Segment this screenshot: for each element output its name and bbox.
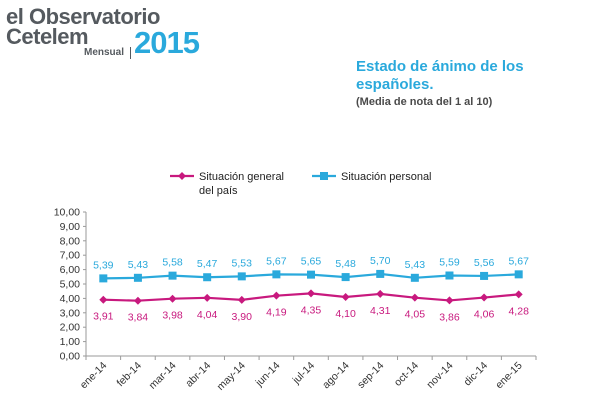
y-tick-label: 4,00	[60, 293, 81, 305]
legend-label-1b: del país	[199, 185, 238, 197]
x-tick-label: nov-14	[424, 360, 455, 391]
x-tick-label: may-14	[215, 360, 248, 393]
series1-point	[410, 293, 419, 302]
x-tick-label: dic-14	[461, 360, 490, 389]
x-tick-label: feb-14	[115, 360, 145, 390]
data-label: 5,56	[474, 257, 495, 269]
y-tick-label: 10,00	[54, 207, 80, 219]
logo-sub: Mensual	[84, 47, 125, 58]
series2-point	[480, 271, 489, 280]
y-tick-label: 0,00	[60, 351, 81, 363]
series1-point	[133, 296, 142, 305]
series1-point	[237, 295, 246, 304]
y-tick-label: 2,00	[60, 322, 81, 334]
data-label: 3,86	[439, 311, 460, 323]
legend-label-2: Situación personal	[341, 171, 432, 183]
series2-point	[133, 273, 142, 282]
series1-point	[480, 293, 489, 302]
data-label: 4,06	[474, 309, 495, 321]
series2-point	[272, 270, 281, 279]
data-label: 5,39	[93, 259, 114, 271]
chart-subtitle: (Media de nota del 1 al 10)	[356, 96, 493, 108]
series1-point	[203, 293, 212, 302]
x-tick-label: ago-14	[320, 360, 352, 392]
series2-point	[99, 274, 108, 283]
series2-point	[168, 271, 177, 280]
data-label: 3,84	[128, 312, 149, 324]
chart-title: Estado de ánimo de los españoles.	[356, 58, 524, 93]
legend-marker-1	[178, 172, 186, 180]
series1-point	[99, 295, 108, 304]
logo-year: 2015	[134, 25, 200, 60]
y-tick-label: 1,00	[60, 336, 81, 348]
series2-point	[237, 272, 246, 281]
data-label: 5,67	[508, 255, 529, 267]
series2-point	[203, 273, 212, 282]
series2-point	[307, 270, 315, 279]
series1-point	[445, 296, 454, 305]
series2-point	[341, 273, 350, 282]
y-tick-label: 3,00	[60, 307, 81, 319]
x-tick-label: sep-14	[355, 360, 386, 391]
logo-line2: Cetelem	[6, 24, 89, 49]
data-label: 3,98	[162, 310, 183, 322]
data-label: 5,67	[266, 255, 287, 267]
x-tick-label: ene-15	[493, 360, 525, 392]
series1-point	[168, 294, 177, 303]
y-tick-label: 8,00	[60, 235, 81, 247]
series1-point	[376, 289, 385, 298]
y-tick-label: 5,00	[60, 279, 81, 291]
x-tick-label: ene-14	[78, 360, 110, 392]
data-label: 4,04	[197, 309, 218, 321]
x-tick-label: mar-14	[147, 360, 179, 392]
data-label: 4,31	[370, 305, 391, 317]
series2-point	[514, 270, 523, 279]
series2-point	[376, 269, 385, 278]
logo-line1: el Observatorio	[6, 4, 160, 29]
legend-label-1: Situación general	[199, 171, 284, 183]
data-label: 5,48	[335, 258, 356, 270]
y-tick-label: 7,00	[60, 250, 81, 262]
x-tick-label: oct-14	[392, 360, 421, 389]
series2-point	[445, 271, 454, 280]
x-tick-label: jun-14	[253, 360, 283, 390]
brand-logo: el Observatorio Cetelem Mensual 2015	[6, 4, 216, 64]
logo-divider	[130, 47, 131, 59]
data-label: 5,59	[439, 257, 460, 269]
y-tick-label: 9,00	[60, 221, 81, 233]
data-label: 5,53	[232, 257, 253, 269]
data-label: 5,43	[128, 259, 149, 271]
series1-point	[341, 292, 350, 301]
x-tick-label: jul-14	[290, 360, 317, 387]
series1-point	[272, 291, 281, 300]
data-label: 3,91	[93, 311, 114, 323]
series2-point	[410, 273, 419, 282]
data-label: 4,28	[508, 305, 529, 317]
legend-marker-2	[320, 172, 328, 180]
data-label: 4,10	[335, 308, 356, 320]
data-label: 5,65	[301, 256, 322, 268]
data-label: 4,05	[405, 309, 426, 321]
series1-point	[514, 290, 523, 299]
x-tick-label: abr-14	[183, 360, 213, 390]
data-label: 5,47	[197, 258, 218, 270]
data-label: 5,70	[370, 255, 391, 267]
data-label: 4,19	[266, 307, 287, 319]
data-label: 4,35	[301, 304, 322, 316]
data-label: 3,90	[232, 311, 253, 323]
y-tick-label: 6,00	[60, 264, 81, 276]
series1-point	[307, 289, 315, 298]
data-label: 5,58	[162, 257, 183, 269]
data-label: 5,43	[405, 259, 426, 271]
